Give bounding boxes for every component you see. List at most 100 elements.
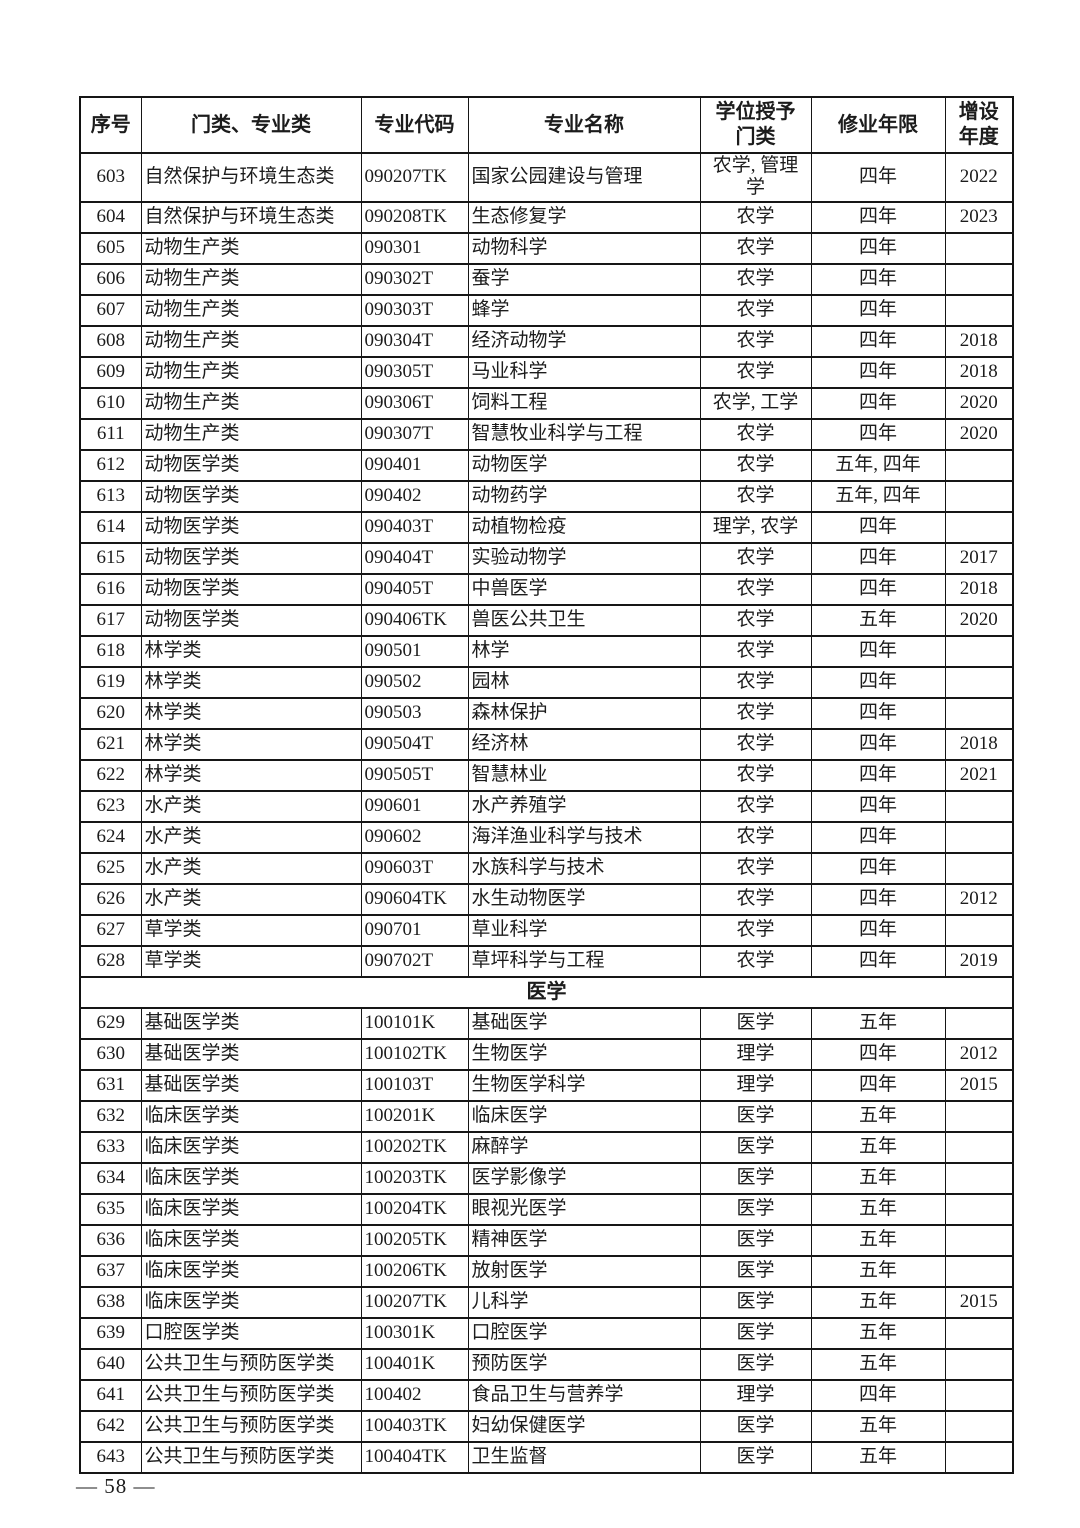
year-added-cell: 2020 [944, 603, 1014, 637]
study-years-cell: 五年 [810, 1223, 946, 1257]
major-code-cell: 100202TK [360, 1130, 469, 1164]
major-name-cell: 口腔医学 [467, 1316, 701, 1350]
year-added-cell [944, 510, 1014, 544]
degree-category-cell: 医学 [699, 1161, 812, 1195]
table-row: 614 动物医学类 090403T 动植物检疫 理学, 农学 四年 [79, 510, 1014, 544]
category-cell: 动物生产类 [140, 262, 362, 296]
degree-category-cell: 理学 [699, 1378, 812, 1412]
category-cell: 林学类 [140, 665, 362, 699]
year-added-cell: 2018 [944, 727, 1014, 761]
major-code-cell: 090701 [360, 913, 469, 947]
degree-category-cell: 医学 [699, 1254, 812, 1288]
category-cell: 基础医学类 [140, 1037, 362, 1071]
serial-number-cell: 634 [79, 1161, 142, 1195]
serial-number-cell: 615 [79, 541, 142, 575]
degree-category-cell: 农学 [699, 293, 812, 327]
category-cell: 自然保护与环境生态类 [140, 152, 362, 203]
category-cell: 临床医学类 [140, 1161, 362, 1195]
table-row: 642 公共卫生与预防医学类 100403TK 妇幼保健医学 医学 五年 [79, 1409, 1014, 1443]
study-years-cell: 四年 [810, 1037, 946, 1071]
study-years-cell: 四年 [810, 293, 946, 327]
serial-number-cell: 606 [79, 262, 142, 296]
degree-category-cell: 农学 [699, 324, 812, 358]
study-years-cell: 四年 [810, 386, 946, 420]
study-years-cell: 四年 [810, 634, 946, 668]
study-years-cell: 四年 [810, 152, 946, 203]
major-name-cell: 饲料工程 [467, 386, 701, 420]
table-row: 638 临床医学类 100207TK 儿科学 医学 五年 2015 [79, 1285, 1014, 1319]
major-code-cell: 100101K [360, 1006, 469, 1040]
year-added-cell [944, 1254, 1014, 1288]
table-row: 631 基础医学类 100103T 生物医学科学 理学 四年 2015 [79, 1068, 1014, 1102]
category-cell: 水产类 [140, 820, 362, 854]
category-cell: 口腔医学类 [140, 1316, 362, 1350]
serial-number-cell: 632 [79, 1099, 142, 1133]
major-name-cell: 林学 [467, 634, 701, 668]
degree-category-cell: 理学 [699, 1037, 812, 1071]
major-code-cell: 090404T [360, 541, 469, 575]
table-row: 637 临床医学类 100206TK 放射医学 医学 五年 [79, 1254, 1014, 1288]
year-added-cell [944, 634, 1014, 668]
year-added-cell [944, 696, 1014, 730]
major-code-cell: 100207TK [360, 1285, 469, 1319]
table-row: 610 动物生产类 090306T 饲料工程 农学, 工学 四年 2020 [79, 386, 1014, 420]
year-added-cell: 2019 [944, 944, 1014, 978]
study-years-cell: 五年 [810, 1409, 946, 1443]
major-name-cell: 马业科学 [467, 355, 701, 389]
degree-category-cell: 农学 [699, 479, 812, 513]
year-added-cell [944, 1440, 1014, 1474]
serial-number-cell: 624 [79, 820, 142, 854]
major-code-cell: 100402 [360, 1378, 469, 1412]
study-years-cell: 四年 [810, 262, 946, 296]
major-name-cell: 卫生监督 [467, 1440, 701, 1474]
study-years-cell: 五年 [810, 603, 946, 637]
study-years-cell: 四年 [810, 200, 946, 234]
year-added-cell [944, 1409, 1014, 1443]
degree-category-cell: 农学 [699, 944, 812, 978]
serial-number-cell: 635 [79, 1192, 142, 1226]
degree-category-cell: 医学 [699, 1006, 812, 1040]
study-years-cell: 四年 [810, 1378, 946, 1412]
study-years-cell: 四年 [810, 510, 946, 544]
year-added-cell: 2018 [944, 324, 1014, 358]
study-years-cell: 五年, 四年 [810, 479, 946, 513]
year-added-cell: 2018 [944, 355, 1014, 389]
table-row: 628 草学类 090702T 草坪科学与工程 农学 四年 2019 [79, 944, 1014, 978]
degree-category-cell: 理学 [699, 1068, 812, 1102]
study-years-cell: 五年 [810, 1099, 946, 1133]
serial-number-cell: 625 [79, 851, 142, 885]
table-row: 641 公共卫生与预防医学类 100402 食品卫生与营养学 理学 四年 [79, 1378, 1014, 1412]
degree-category-cell: 农学 [699, 541, 812, 575]
study-years-cell: 四年 [810, 231, 946, 265]
major-code-cell: 100404TK [360, 1440, 469, 1474]
category-cell: 公共卫生与预防医学类 [140, 1378, 362, 1412]
serial-number-cell: 639 [79, 1316, 142, 1350]
major-name-cell: 国家公园建设与管理 [467, 152, 701, 203]
degree-category-cell: 医学 [699, 1099, 812, 1133]
study-years-cell: 四年 [810, 944, 946, 978]
major-name-cell: 临床医学 [467, 1099, 701, 1133]
major-code-cell: 090307T [360, 417, 469, 451]
year-added-cell: 2015 [944, 1285, 1014, 1319]
major-name-cell: 生物医学 [467, 1037, 701, 1071]
degree-category-cell: 农学 [699, 727, 812, 761]
year-added-cell [944, 851, 1014, 885]
serial-number-cell: 633 [79, 1130, 142, 1164]
study-years-cell: 四年 [810, 1068, 946, 1102]
degree-category-cell: 农学 [699, 820, 812, 854]
degree-category-cell: 农学 [699, 262, 812, 296]
category-cell: 临床医学类 [140, 1099, 362, 1133]
major-name-cell: 眼视光医学 [467, 1192, 701, 1226]
major-code-cell: 100403TK [360, 1409, 469, 1443]
year-added-cell [944, 1223, 1014, 1257]
table-row: 635 临床医学类 100204TK 眼视光医学 医学 五年 [79, 1192, 1014, 1226]
table-row: 622 林学类 090505T 智慧林业 农学 四年 2021 [79, 758, 1014, 792]
year-added-cell [944, 665, 1014, 699]
table-row: 627 草学类 090701 草业科学 农学 四年 [79, 913, 1014, 947]
study-years-cell: 四年 [810, 820, 946, 854]
category-cell: 林学类 [140, 727, 362, 761]
major-code-cell: 100203TK [360, 1161, 469, 1195]
study-years-cell: 五年 [810, 1347, 946, 1381]
degree-category-cell: 农学 [699, 231, 812, 265]
year-added-cell [944, 1378, 1014, 1412]
